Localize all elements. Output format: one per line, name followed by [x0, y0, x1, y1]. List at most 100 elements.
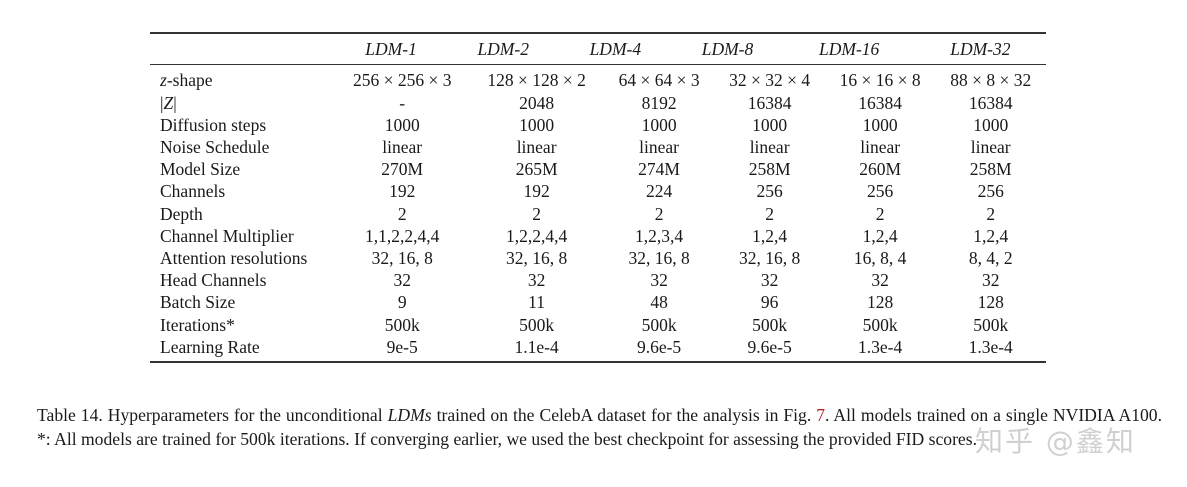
- table-cell: 1,2,4: [862, 225, 898, 246]
- table-cell: -: [399, 92, 406, 113]
- table-cell: 2: [654, 203, 664, 224]
- table-cell: 1000: [973, 114, 1009, 135]
- hyperparameter-table: LDM-1 LDM-2 LDM-4 LDM-8 LDM-16 LDM-32 z-…: [150, 32, 1046, 363]
- table-cell: 1000: [752, 114, 788, 135]
- table-row: Noise Schedule linear linear linear linear li…: [150, 136, 1046, 158]
- table-cell: 32: [760, 270, 779, 291]
- table-cell: 9e-5: [386, 336, 418, 357]
- table-cell: 500k: [384, 314, 420, 335]
- table-cell: 32: [981, 270, 1000, 291]
- table-row: Channels 192 192 224 256 256 256: [150, 180, 1046, 202]
- table-cell: linear: [860, 136, 901, 157]
- table-cell: 258M: [969, 159, 1012, 180]
- table-cell: 1000: [519, 114, 555, 135]
- table-cell: 32, 16, 8: [505, 247, 568, 268]
- table-cell: 500k: [752, 314, 788, 335]
- table-cell: 2: [765, 203, 774, 224]
- row-label: Channels: [160, 181, 226, 202]
- table-cell: 9.6e-5: [747, 336, 792, 357]
- row-label: Channel Multiplier: [160, 225, 294, 246]
- table-cell: 500k: [641, 314, 677, 335]
- table-cell: 256: [867, 181, 894, 202]
- table-row: Diffusion steps 1000 1000 1000 1000 1000 1000: [150, 114, 1046, 136]
- row-label: Model Size: [160, 159, 241, 180]
- header-ldm-8: LDM-8: [701, 39, 754, 59]
- table-cell: linear: [639, 136, 679, 157]
- table-cell: 11: [528, 292, 546, 313]
- row-label: Noise Schedule: [160, 136, 270, 157]
- caption-suffix: . All models trained on a single NVIDIA …: [37, 405, 1162, 449]
- table-cell: 64 × 64 × 3: [618, 70, 700, 91]
- table-row: |Z| - 2048 8192 16384 16384 16384: [150, 92, 1046, 114]
- top-rule: [150, 32, 1046, 34]
- table-cell: 9.6e-5: [636, 336, 682, 357]
- table-cell: 2048: [519, 92, 555, 113]
- table-body: z-shape 256 × 256 × 3 128 × 128 × 2 64 × 64…: [150, 65, 1046, 358]
- table-cell: 192: [523, 181, 550, 202]
- table-row: Iterations* 500k 500k 500k 500k 500k 500k: [150, 314, 1046, 336]
- caption-prefix: Table 14. Hyperparameters for the uncond…: [37, 405, 388, 425]
- table-row: Head Channels 32 32 32 32 32 32: [150, 269, 1046, 291]
- table-cell: 258M: [748, 159, 791, 180]
- bottom-rule: [150, 360, 1046, 363]
- table-row: Batch Size 9 11 48 96 128 128: [150, 291, 1046, 313]
- table-cell: 192: [389, 181, 416, 202]
- table-cell: 32: [393, 270, 411, 291]
- table-cell: 16384: [968, 92, 1013, 113]
- mid-rule: [150, 64, 1046, 66]
- table-cell: 1,2,4: [752, 225, 788, 246]
- header-ldm-16: LDM-16: [819, 39, 880, 59]
- table-cell: 8, 4, 2: [968, 247, 1013, 268]
- figure-link[interactable]: 7: [816, 405, 826, 425]
- table-cell: 1,2,3,4: [635, 225, 684, 246]
- table-row: Learning Rate 9e-5 1.1e-4 9.6e-5 9.6e-5 1.3e-…: [150, 336, 1046, 358]
- table-cell: 500k: [519, 314, 555, 335]
- row-label: Attention resolutions: [160, 247, 308, 268]
- row-label: Head Channels: [160, 270, 267, 291]
- table-cell: 32, 16, 8: [371, 247, 433, 268]
- row-label: Learning Rate: [160, 336, 260, 357]
- table-row: z-shape 256 × 256 × 3 128 × 128 × 2 64 × 64…: [150, 65, 1046, 91]
- table-cell: 128: [867, 292, 894, 313]
- table-cell: 128: [977, 292, 1004, 313]
- table-cell: 256: [977, 181, 1004, 202]
- table-cell: 1.3e-4: [968, 336, 1013, 357]
- table-cell: 1,2,4: [973, 225, 1009, 246]
- table-cell: 32: [650, 270, 668, 291]
- table-cell: 8192: [641, 92, 677, 113]
- header-ldm-32: LDM-32: [950, 39, 1011, 59]
- table-cell: 32 × 32 × 4: [729, 70, 811, 91]
- table-cell: 2: [397, 203, 407, 224]
- caption-italic: LDMs: [387, 405, 432, 425]
- table-cell: 265M: [515, 159, 558, 180]
- row-label: |Z|: [160, 92, 177, 113]
- header-empty: [150, 34, 335, 64]
- row-label: Batch Size: [160, 292, 236, 313]
- table-cell: 500k: [973, 314, 1009, 335]
- table-cell: 1,2,2,4,4: [505, 225, 568, 246]
- table-cell: 16384: [747, 92, 792, 113]
- table-cell: 16, 8, 4: [853, 247, 907, 268]
- table-cell: linear: [749, 136, 790, 157]
- row-label: z-shape: [160, 70, 213, 91]
- table-cell: 32: [871, 270, 889, 291]
- caption-middle: trained on the CelebA dataset for the an…: [431, 405, 817, 425]
- table-row: Attention resolutions 32, 16, 8 32, 16, 8 3…: [150, 247, 1046, 269]
- table-cell: 500k: [862, 314, 898, 335]
- table-cell: linear: [382, 136, 423, 157]
- table-cell: 16 × 16 × 8: [839, 70, 921, 91]
- table-cell: 260M: [859, 159, 902, 180]
- table-row: Channel Multiplier 1,1,2,2,4,4 1,2,2,4,4 1,…: [150, 225, 1046, 247]
- table-cell: 48: [650, 292, 668, 313]
- table-cell: 256 × 256 × 3: [352, 70, 452, 91]
- table-cell: 274M: [638, 159, 680, 180]
- table-cell: 1.1e-4: [514, 336, 559, 357]
- row-label: Diffusion steps: [160, 114, 267, 135]
- table-caption: Table 14. Hyperparameters for the uncond…: [37, 404, 1162, 451]
- table-cell: 1000: [641, 114, 677, 135]
- header-ldm-4: LDM-4: [589, 39, 642, 59]
- table-cell: 1,1,2,2,4,4: [365, 225, 440, 246]
- table-cell: 9: [397, 292, 407, 313]
- header-row: LDM-1 LDM-2 LDM-4 LDM-8 LDM-16 LDM-32: [150, 34, 1046, 64]
- table-cell: linear: [516, 136, 557, 157]
